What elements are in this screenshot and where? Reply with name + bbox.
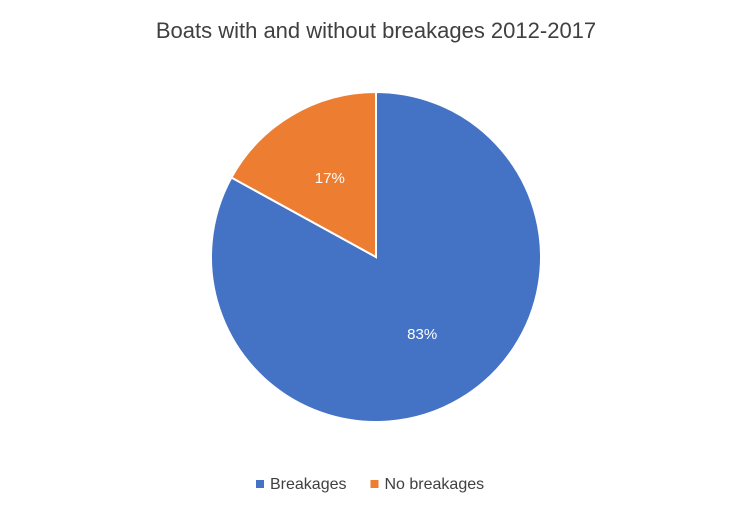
legend-label: No breakages	[385, 476, 485, 493]
pie-slice	[230, 90, 377, 259]
legend-swatch	[256, 480, 264, 488]
data-label: 83%	[407, 326, 437, 343]
legend-label: Breakages	[270, 476, 347, 493]
data-label: 17%	[315, 170, 345, 187]
chart-title: Boats with and without breakages 2012-20…	[156, 18, 596, 43]
legend-swatch	[370, 480, 379, 488]
